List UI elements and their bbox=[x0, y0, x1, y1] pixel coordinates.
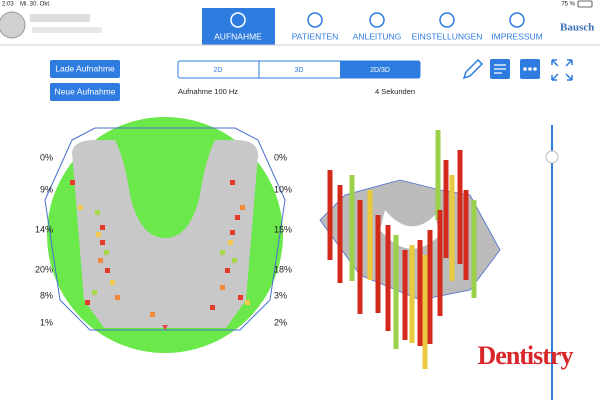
right-percent: 15% bbox=[274, 224, 292, 234]
pressure-cell bbox=[98, 258, 103, 263]
arch-shape bbox=[72, 140, 258, 328]
pressure-cell bbox=[104, 250, 109, 255]
pressure-cell bbox=[110, 280, 115, 285]
pressure-cell bbox=[92, 290, 97, 295]
pressure-cell bbox=[232, 258, 237, 263]
center-marker bbox=[162, 325, 168, 330]
nav-tab[interactable]: AUFNAHME bbox=[214, 31, 262, 41]
pressure-cell bbox=[96, 232, 101, 237]
edit-icon[interactable] bbox=[462, 58, 484, 80]
pressure-cell bbox=[100, 240, 105, 245]
new-button-label[interactable]: Neue Aufnahme bbox=[55, 86, 116, 96]
status-time: 2:03 bbox=[2, 2, 14, 8]
pressure-cell bbox=[225, 268, 230, 273]
blurred-info bbox=[32, 27, 102, 33]
tab-icon[interactable] bbox=[230, 12, 246, 28]
segment-selected bbox=[340, 61, 420, 78]
status-date: Mi. 30. Okt. bbox=[20, 2, 51, 8]
pressure-cell bbox=[150, 312, 155, 317]
tab-icon[interactable] bbox=[439, 12, 455, 28]
slider-knob[interactable] bbox=[545, 150, 559, 164]
pressure-cell bbox=[85, 300, 90, 305]
new-button[interactable] bbox=[50, 83, 120, 101]
pressure-cell bbox=[228, 240, 233, 245]
pressure-cell bbox=[210, 305, 215, 310]
left-percent: 8% bbox=[40, 290, 53, 300]
left-percent: 14% bbox=[35, 224, 53, 234]
pressure-cell bbox=[115, 295, 120, 300]
pressure-cell bbox=[70, 180, 75, 185]
right-percent: 18% bbox=[274, 264, 292, 274]
recording-rate: Aufnahme 100 Hz bbox=[178, 87, 238, 96]
tab-icon[interactable] bbox=[369, 12, 385, 28]
recording-duration: 4 Sekunden bbox=[375, 87, 415, 96]
load-button-label[interactable]: Lade Aufnahme bbox=[55, 63, 115, 73]
notes-lines bbox=[494, 64, 506, 74]
pressure-cell bbox=[230, 230, 235, 235]
arch-frame bbox=[44, 127, 286, 331]
logo: Bausch bbox=[560, 22, 594, 34]
tab-icon[interactable] bbox=[509, 12, 525, 28]
left-percent: 20% bbox=[35, 264, 53, 274]
blurred-name bbox=[30, 14, 90, 22]
left-percent: 1% bbox=[40, 317, 53, 327]
load-button[interactable] bbox=[50, 60, 120, 78]
dot bbox=[533, 67, 537, 71]
pressure-cell bbox=[78, 205, 83, 210]
nav-tab[interactable]: ANLEITUNG bbox=[353, 31, 402, 41]
battery-icon bbox=[577, 0, 593, 8]
right-percent: 10% bbox=[274, 184, 292, 194]
pressure-cell bbox=[95, 210, 100, 215]
pressure-cell bbox=[220, 285, 225, 290]
left-percent: 9% bbox=[40, 184, 53, 194]
pressure-cell bbox=[245, 300, 250, 305]
segment-3d[interactable]: 3D bbox=[295, 67, 304, 74]
pressure-cell bbox=[240, 205, 245, 210]
nav-tab[interactable]: IMPRESSUM bbox=[491, 31, 542, 41]
avatar[interactable] bbox=[0, 11, 26, 39]
pressure-cell bbox=[230, 180, 235, 185]
left-percent: 0% bbox=[40, 152, 53, 162]
tab-icon[interactable] bbox=[307, 12, 323, 28]
dot bbox=[523, 67, 527, 71]
nav-tab[interactable]: PATIENTEN bbox=[292, 31, 338, 41]
status-battery: 75 % bbox=[561, 2, 575, 8]
pressure-cell bbox=[238, 295, 243, 300]
watermark: Dentistry bbox=[478, 341, 574, 370]
right-percent: 2% bbox=[274, 317, 287, 327]
segment-2d[interactable]: 2D bbox=[214, 67, 223, 74]
pressure-cell bbox=[235, 215, 240, 220]
segment-2d3d[interactable]: 2D/3D bbox=[370, 67, 390, 74]
pressure-cell bbox=[100, 225, 105, 230]
dot bbox=[528, 67, 532, 71]
nav-tab[interactable]: EINSTELLUNGEN bbox=[412, 31, 483, 41]
pressure-cell bbox=[105, 268, 110, 273]
right-percent: 3% bbox=[274, 290, 287, 300]
pressure-cell bbox=[220, 250, 225, 255]
expand-icon[interactable] bbox=[551, 59, 573, 81]
right-percent: 0% bbox=[274, 152, 287, 162]
